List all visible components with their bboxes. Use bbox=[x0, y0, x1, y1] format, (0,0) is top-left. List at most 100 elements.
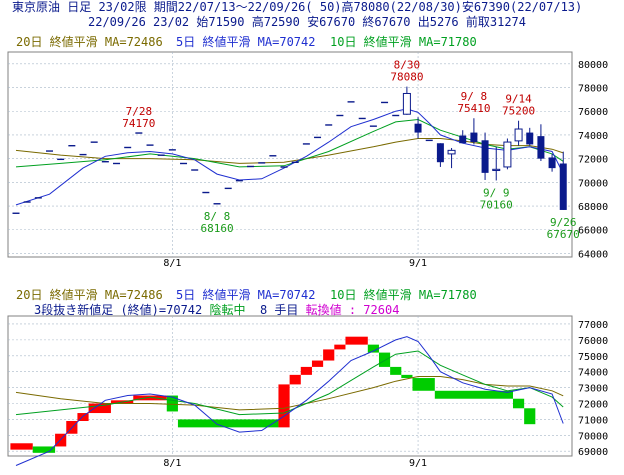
up-brick bbox=[88, 403, 111, 414]
legend-top-ma20: 20日 終値平滑 MA=72486 bbox=[16, 35, 163, 49]
top-y-tick-label: 72000 bbox=[578, 155, 608, 166]
candle-body bbox=[392, 114, 400, 117]
top-plot-frame bbox=[7, 51, 573, 258]
candle-body bbox=[459, 135, 467, 144]
top-y-tick-label: 70000 bbox=[578, 178, 608, 189]
bottom-chart-layer: 69000 70000 71000 72000 73000 74000 75000 76000… bbox=[8, 316, 608, 469]
candle-body bbox=[168, 149, 176, 151]
up-brick bbox=[311, 360, 324, 367]
candle-body bbox=[101, 161, 109, 163]
bottom-ma20-line bbox=[15, 376, 564, 411]
candle-body bbox=[492, 168, 501, 172]
annotation-value: 74170 bbox=[122, 117, 155, 130]
candle-body bbox=[146, 144, 154, 146]
candle-body bbox=[302, 143, 310, 145]
down-brick bbox=[434, 390, 513, 399]
candle-body bbox=[213, 203, 221, 205]
bottom-y-tick-label: 73000 bbox=[578, 384, 608, 395]
down-brick bbox=[166, 395, 178, 412]
up-brick bbox=[345, 336, 368, 345]
candle-body bbox=[180, 162, 188, 165]
bottom-x-tick-label: 9/1 bbox=[409, 458, 427, 469]
candle-body bbox=[57, 158, 65, 161]
bottom-y-tick-label: 77000 bbox=[578, 320, 608, 331]
candle-body bbox=[503, 141, 512, 168]
up-brick bbox=[133, 395, 167, 401]
up-brick bbox=[289, 374, 301, 385]
down-brick bbox=[177, 419, 279, 428]
candle-body bbox=[381, 101, 389, 104]
annotation-date: 9/14 bbox=[505, 93, 532, 106]
candle-body bbox=[447, 149, 456, 155]
candle-body bbox=[358, 117, 366, 120]
annotation-value: 78080 bbox=[390, 71, 423, 84]
bottom-x-tick-label: 8/1 bbox=[163, 458, 181, 469]
status-count: 8 手目 bbox=[245, 303, 306, 317]
down-brick bbox=[367, 344, 379, 353]
up-brick bbox=[10, 443, 33, 450]
down-brick bbox=[32, 446, 56, 453]
top-y-tick-label: 76000 bbox=[578, 107, 608, 118]
legend-bottom-ma20: 20日 終値平滑 MA=72486 bbox=[16, 288, 163, 302]
candle-body bbox=[559, 163, 567, 210]
header-line-2: 22/09/26 23/02 始71590 高72590 安67670 終676… bbox=[88, 15, 527, 29]
candle-body bbox=[470, 132, 478, 143]
annotation-date: 8/30 bbox=[394, 59, 421, 72]
annotation-value: 75200 bbox=[502, 105, 535, 118]
annotation-date: 9/26 bbox=[550, 216, 577, 229]
bottom-plot-frame bbox=[7, 315, 573, 457]
annotation-value: 67670 bbox=[547, 228, 580, 241]
candle-body bbox=[235, 179, 243, 182]
annotation-date: 9/ 8 bbox=[461, 90, 488, 103]
candle-body bbox=[291, 161, 299, 164]
candle-body bbox=[481, 140, 489, 173]
legend-top-ma5: 5日 終値平滑 MA=70742 bbox=[176, 35, 316, 49]
annotation-date: 7/28 bbox=[126, 105, 153, 118]
bottom-y-tick-label: 74000 bbox=[578, 368, 608, 379]
candle-body bbox=[191, 169, 199, 171]
candle-body bbox=[425, 139, 433, 142]
candle-body bbox=[23, 201, 31, 203]
candle-body bbox=[157, 154, 165, 156]
candle-body bbox=[12, 212, 20, 214]
top-y-tick-label: 80000 bbox=[578, 60, 608, 71]
candle-body bbox=[514, 128, 523, 142]
top-y-tick-label: 66000 bbox=[578, 226, 608, 237]
down-brick bbox=[401, 374, 413, 379]
candle-body bbox=[347, 101, 355, 103]
bottom-y-tick-label: 69000 bbox=[578, 447, 608, 458]
candle-body bbox=[34, 197, 42, 199]
annotation-date: 8/ 8 bbox=[204, 210, 231, 223]
bottom-y-tick-label: 70000 bbox=[578, 431, 608, 442]
candle-body bbox=[336, 114, 344, 117]
status-prefix: 3段抜き新値足 (終値)=70742 bbox=[34, 303, 210, 317]
status-reversal: 転換値 : 72604 bbox=[305, 303, 400, 317]
up-brick bbox=[323, 349, 335, 361]
candle-body bbox=[258, 162, 266, 164]
annotation-value: 70160 bbox=[480, 198, 513, 211]
bottom-y-tick-label: 71000 bbox=[578, 415, 608, 426]
top-y-tick-label: 64000 bbox=[578, 249, 608, 260]
bottom-ma5-line bbox=[15, 336, 564, 466]
bottom-y-tick-label: 72000 bbox=[578, 400, 608, 411]
down-brick bbox=[512, 398, 525, 409]
candle-body bbox=[79, 153, 87, 156]
top-y-tick-label: 78000 bbox=[578, 84, 608, 95]
candle-body bbox=[414, 123, 422, 133]
legend-bottom-ma5: 5日 終値平滑 MA=70742 bbox=[176, 288, 316, 302]
top-ma5-line bbox=[15, 108, 564, 206]
bottom-y-tick-label: 75000 bbox=[578, 352, 608, 363]
legend-bottom-ma10: 10日 終値平滑 MA=71780 bbox=[330, 288, 477, 302]
candle-body bbox=[526, 132, 534, 145]
top-x-tick-label: 9/1 bbox=[409, 258, 427, 269]
up-brick bbox=[300, 366, 312, 375]
bottom-ma10-line bbox=[15, 350, 564, 416]
candle-body bbox=[68, 145, 76, 147]
candle-body bbox=[202, 191, 210, 194]
down-brick bbox=[378, 352, 391, 367]
candle-body bbox=[113, 162, 121, 165]
candle-body bbox=[90, 141, 98, 143]
candle-body bbox=[124, 146, 132, 149]
